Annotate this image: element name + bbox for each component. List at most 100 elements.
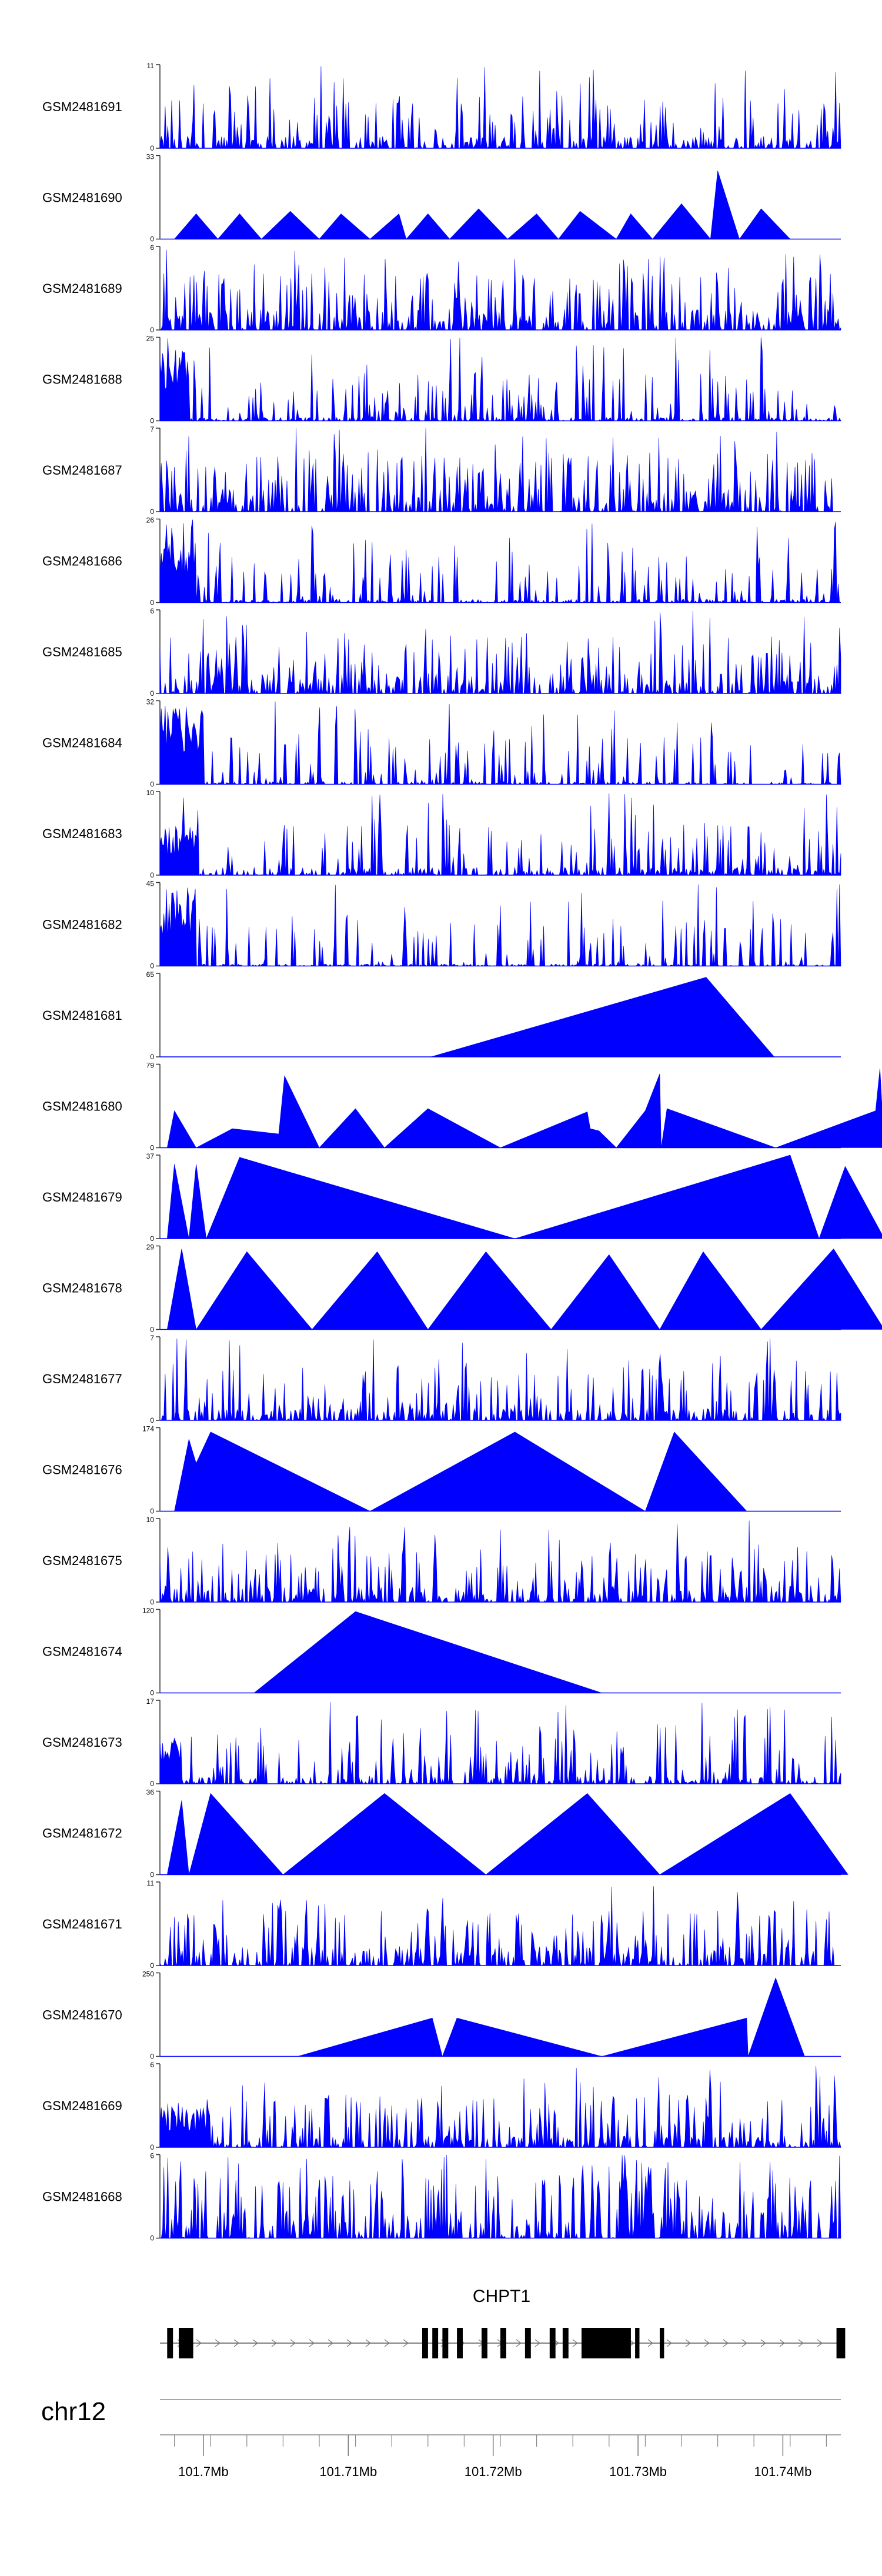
track-label: GSM2481688: [42, 372, 122, 387]
strand-arrow: [271, 2339, 277, 2347]
gene-track: CHPT1: [160, 2287, 846, 2358]
track-GSM2481691: GSM2481691 11 0: [42, 62, 841, 152]
track-label: GSM2481690: [42, 191, 122, 205]
track-label: GSM2481674: [42, 1644, 122, 1659]
gene-exon: [500, 2328, 506, 2358]
y-max-label: 7: [150, 425, 154, 433]
coverage-area: [159, 249, 841, 331]
track-GSM2481688: GSM2481688 25 0: [42, 335, 841, 425]
coverage-area: [159, 884, 841, 967]
y-max-label: 25: [146, 335, 155, 343]
track-label: GSM2481687: [42, 463, 122, 478]
track-label: GSM2481691: [42, 99, 122, 114]
strand-arrow: [685, 2339, 691, 2347]
y-min-label: 0: [150, 780, 154, 789]
track-GSM2481675: GSM2481675 10 0: [42, 1516, 841, 1606]
track-GSM2481673: GSM2481673 17 0: [42, 1697, 841, 1788]
y-max-label: 6: [150, 607, 154, 615]
track-label: GSM2481686: [42, 554, 122, 569]
track-label: GSM2481682: [42, 917, 122, 932]
track-label: GSM2481679: [42, 1190, 122, 1204]
strand-arrow: [328, 2339, 333, 2347]
track-GSM2481679: GSM2481679 37 0: [42, 1152, 882, 1243]
y-max-label: 6: [150, 243, 154, 252]
y-min-label: 0: [150, 1871, 154, 1879]
strand-arrow: [196, 2339, 202, 2347]
y-max-label: 120: [142, 1607, 154, 1615]
strand-arrow: [817, 2339, 823, 2347]
strand-arrow: [384, 2339, 390, 2347]
strand-arrow: [252, 2339, 258, 2347]
track-label: GSM2481673: [42, 1735, 122, 1750]
strand-arrow: [647, 2339, 653, 2347]
y-max-label: 37: [146, 1152, 155, 1160]
coverage-area: [160, 2154, 841, 2239]
track-label: GSM2481676: [42, 1463, 122, 1477]
genome-axis: chr12 101.7Mb 101.71Mb 101.72Mb 101.73Mb 101…: [41, 2397, 841, 2479]
axis-tick-label: 101.74Mb: [754, 2464, 811, 2479]
axis-tick-label: 101.7Mb: [178, 2464, 229, 2479]
track-GSM2481671: GSM2481671 11 0: [42, 1879, 841, 1970]
gene-exon: [524, 2328, 531, 2358]
chromosome-label: chr12: [41, 2397, 106, 2426]
y-min-label: 0: [150, 689, 154, 698]
y-max-label: 36: [146, 1788, 155, 1797]
track-GSM2481689: GSM2481689 6 0: [42, 243, 841, 334]
coverage-area: [166, 1248, 882, 1330]
track-GSM2481668: GSM2481668 6 0: [42, 2152, 841, 2243]
track-label: GSM2481681: [42, 1008, 122, 1023]
strand-arrow: [741, 2339, 747, 2347]
y-max-label: 45: [146, 880, 155, 888]
track-label: GSM2481671: [42, 1917, 122, 1931]
y-max-label: 10: [146, 789, 155, 797]
track-label: GSM2481669: [42, 2098, 122, 2113]
gene-exon: [635, 2328, 640, 2358]
track-GSM2481676: GSM2481676 174 0: [42, 1425, 841, 1516]
strand-arrow: [516, 2339, 522, 2347]
y-min-label: 0: [150, 1326, 154, 1334]
y-min-label: 0: [150, 326, 154, 334]
y-min-label: 0: [150, 1234, 154, 1243]
coverage-area: [173, 171, 819, 240]
y-min-label: 0: [150, 1144, 154, 1152]
coverage-area: [166, 1793, 848, 1875]
track-label: GSM2481680: [42, 1099, 122, 1114]
coverage-area: [159, 701, 841, 785]
y-min-label: 0: [150, 2053, 154, 2061]
strand-arrow: [723, 2339, 729, 2347]
strand-arrow: [290, 2339, 296, 2347]
axis-tick-label: 101.71Mb: [319, 2464, 377, 2479]
y-max-label: 7: [150, 1334, 154, 1342]
y-min-label: 0: [150, 871, 154, 879]
track-label: GSM2481672: [42, 1826, 122, 1841]
coverage-area: [166, 1154, 882, 1240]
axis-tick-label: 101.73Mb: [609, 2464, 667, 2479]
gene-exon: [562, 2328, 569, 2358]
track-GSM2481670: GSM2481670 250 0: [42, 1970, 841, 2061]
gene-exon: [482, 2328, 487, 2358]
strand-arrow: [760, 2339, 766, 2347]
y-max-label: 65: [146, 970, 155, 979]
track-label: GSM2481677: [42, 1372, 122, 1386]
coverage-area: [159, 1520, 841, 1603]
coverage-area: [159, 793, 841, 876]
gene-exon: [432, 2328, 439, 2358]
coverage-area: [430, 977, 775, 1057]
track-GSM2481690: GSM2481690 33 0: [42, 153, 841, 243]
y-min-label: 0: [150, 1598, 154, 1606]
y-max-label: 26: [146, 516, 155, 525]
strand-arrow: [365, 2339, 371, 2347]
y-min-label: 0: [150, 235, 154, 243]
gene-exon: [442, 2328, 449, 2358]
y-max-label: 6: [150, 2061, 154, 2069]
y-min-label: 0: [150, 2143, 154, 2151]
y-max-label: 11: [147, 62, 155, 70]
track-GSM2481672: GSM2481672 36 0: [42, 1788, 848, 1879]
y-min-label: 0: [150, 417, 154, 425]
strand-arrow: [704, 2339, 710, 2347]
y-min-label: 0: [150, 1053, 154, 1061]
y-min-label: 0: [150, 962, 154, 970]
y-max-label: 174: [142, 1425, 154, 1433]
coverage-area: [160, 1338, 841, 1422]
y-max-label: 10: [146, 1516, 155, 1524]
